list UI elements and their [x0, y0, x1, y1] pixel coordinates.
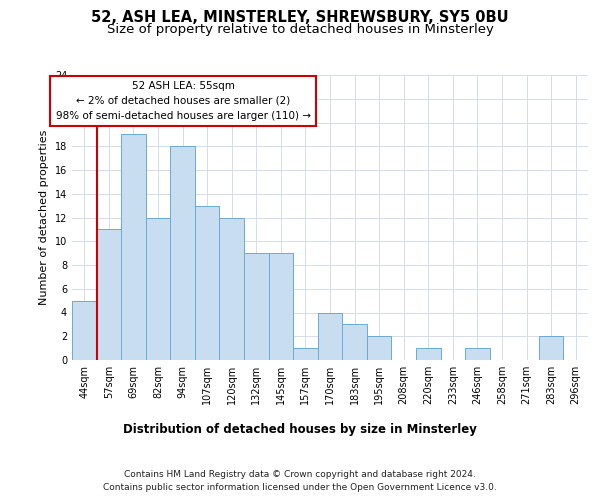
Bar — [121, 134, 146, 360]
Text: 52, ASH LEA, MINSTERLEY, SHREWSBURY, SY5 0BU: 52, ASH LEA, MINSTERLEY, SHREWSBURY, SY5… — [91, 10, 509, 25]
Bar — [72, 300, 97, 360]
Text: 52 ASH LEA: 55sqm
← 2% of detached houses are smaller (2)
98% of semi-detached h: 52 ASH LEA: 55sqm ← 2% of detached house… — [56, 81, 311, 120]
Bar — [539, 336, 563, 360]
Bar — [220, 218, 244, 360]
Bar — [293, 348, 318, 360]
Text: Contains public sector information licensed under the Open Government Licence v3: Contains public sector information licen… — [103, 482, 497, 492]
Text: Size of property relative to detached houses in Minsterley: Size of property relative to detached ho… — [107, 22, 493, 36]
Bar — [97, 230, 121, 360]
Y-axis label: Number of detached properties: Number of detached properties — [39, 130, 49, 305]
Text: Contains HM Land Registry data © Crown copyright and database right 2024.: Contains HM Land Registry data © Crown c… — [124, 470, 476, 479]
Bar — [342, 324, 367, 360]
Bar — [146, 218, 170, 360]
Text: Distribution of detached houses by size in Minsterley: Distribution of detached houses by size … — [123, 422, 477, 436]
Bar — [170, 146, 195, 360]
Bar — [465, 348, 490, 360]
Bar — [269, 253, 293, 360]
Bar — [244, 253, 269, 360]
Bar — [318, 312, 342, 360]
Bar — [195, 206, 220, 360]
Bar — [367, 336, 391, 360]
Bar — [416, 348, 440, 360]
